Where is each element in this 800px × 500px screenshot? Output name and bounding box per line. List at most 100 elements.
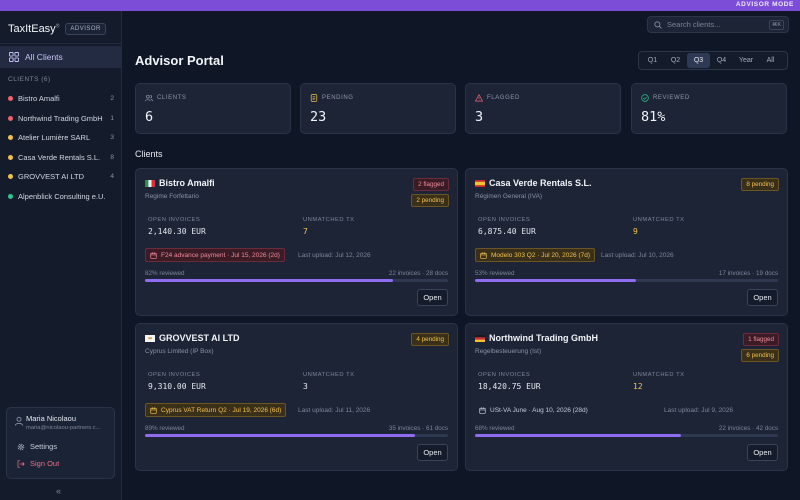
open-invoices-label: OPEN INVOICES bbox=[478, 372, 531, 378]
sign-out-button[interactable]: Sign Out bbox=[17, 459, 59, 468]
open-invoices-label: OPEN INVOICES bbox=[148, 217, 201, 223]
sidebar-client-item[interactable]: GROVVEST AI LTD 4 bbox=[0, 167, 122, 187]
status-badges: 8 pending bbox=[741, 178, 779, 194]
status-dot bbox=[8, 135, 13, 141]
all-clients-label: All Clients bbox=[25, 52, 63, 62]
unmatched-tx-value: 7 bbox=[303, 227, 308, 236]
period-tab-q3[interactable]: Q3 bbox=[687, 53, 710, 68]
page-title: Advisor Portal bbox=[135, 53, 224, 68]
stat-label: PENDING bbox=[310, 94, 354, 102]
sign-out-icon bbox=[17, 459, 25, 468]
client-name: Alpenblick Consulting e.U. bbox=[18, 191, 106, 201]
stat-card-flagged: FLAGGED 3 bbox=[465, 83, 621, 134]
advisor-badge: ADVISOR bbox=[65, 23, 106, 35]
sidebar: TaxItEasy® ADVISOR All Clients CLIENTS (… bbox=[0, 11, 122, 500]
invoice-doc-count: 35 invoices · 61 docs bbox=[388, 425, 448, 432]
settings-label: Settings bbox=[30, 442, 58, 451]
unmatched-tx-value: 9 bbox=[633, 227, 638, 236]
client-card: Casa Verde Rentals S.L. Régimen General (… bbox=[465, 168, 788, 316]
status-badge: 1 flagged bbox=[743, 333, 779, 346]
stat-label-text: PENDING bbox=[322, 95, 354, 101]
warning-icon bbox=[475, 94, 483, 102]
reviewed-percent-label: 68% reviewed bbox=[475, 425, 515, 432]
open-client-button[interactable]: Open bbox=[417, 289, 448, 306]
last-upload: Last upload: Jul 11, 2026 bbox=[298, 407, 371, 414]
open-client-button[interactable]: Open bbox=[747, 289, 778, 306]
gear-icon bbox=[17, 443, 25, 450]
sign-out-label: Sign Out bbox=[30, 459, 60, 468]
calendar-icon bbox=[150, 406, 157, 414]
reviewed-percent-label: 89% reviewed bbox=[145, 425, 185, 432]
client-card-name[interactable]: Northwind Trading GmbH bbox=[489, 333, 598, 343]
sidebar-client-item[interactable]: Bistro Amalfi 2 bbox=[0, 89, 122, 109]
client-card-name[interactable]: Bistro Amalfi bbox=[159, 178, 215, 188]
status-dot bbox=[8, 174, 13, 180]
client-pending-count: 1 bbox=[110, 114, 114, 122]
status-badges: 4 pending bbox=[411, 333, 449, 349]
search-shortcut: ⌘K bbox=[768, 19, 784, 30]
reviewed-percent-label: 82% reviewed bbox=[145, 270, 185, 277]
client-card-name[interactable]: Casa Verde Rentals S.L. bbox=[489, 178, 592, 188]
open-client-button[interactable]: Open bbox=[747, 444, 778, 461]
stat-value: 23 bbox=[310, 109, 327, 125]
reviewed-percent-label: 53% reviewed bbox=[475, 270, 515, 277]
deadline-text: Cyprus VAT Return Q2 · Jul 19, 2026 (6d) bbox=[161, 406, 282, 414]
users-icon bbox=[145, 94, 153, 102]
client-card: Northwind Trading GmbH Regelbesteuerung (… bbox=[465, 323, 788, 471]
search-icon bbox=[654, 20, 662, 29]
sidebar-client-item[interactable]: Northwind Trading GmbH 1 bbox=[0, 109, 122, 129]
sidebar-item-all-clients[interactable]: All Clients bbox=[0, 46, 122, 68]
review-progress-fill bbox=[475, 434, 682, 437]
sidebar-divider bbox=[0, 43, 122, 44]
open-client-button[interactable]: Open bbox=[417, 444, 448, 461]
status-badge: 2 pending bbox=[411, 194, 449, 207]
unmatched-tx-value: 12 bbox=[633, 382, 643, 391]
open-invoices-value: 6,875.40 EUR bbox=[478, 227, 536, 236]
collapse-sidebar-icon[interactable]: « bbox=[56, 486, 62, 496]
deadline-text: Modelo 303 Q2 · Jul 20, 2026 (7d) bbox=[491, 251, 591, 259]
status-badge: 6 pending bbox=[741, 349, 779, 362]
brand-logo: TaxItEasy® bbox=[8, 23, 60, 35]
period-tab-year[interactable]: Year bbox=[738, 57, 754, 64]
client-name: Northwind Trading GmbH bbox=[18, 113, 103, 123]
sidebar-client-item[interactable]: Atelier Lumière SARL 3 bbox=[0, 128, 122, 148]
open-invoices-label: OPEN INVOICES bbox=[148, 372, 201, 378]
last-upload: Last upload: Jul 12, 2026 bbox=[298, 252, 371, 259]
period-tab-q4[interactable]: Q4 bbox=[716, 57, 727, 64]
period-selector: Q1 Q2 Q3 Q4 Year All bbox=[638, 51, 788, 70]
review-progress-fill bbox=[145, 434, 415, 437]
stat-label: REVIEWED bbox=[641, 94, 690, 102]
check-circle-icon bbox=[641, 94, 649, 102]
search-input[interactable]: Search clients... bbox=[667, 20, 721, 29]
sidebar-client-item[interactable]: Casa Verde Rentals S.L. 8 bbox=[0, 148, 122, 168]
client-name: Atelier Lumière SARL bbox=[18, 133, 91, 143]
review-progress-bar bbox=[475, 434, 778, 437]
last-upload: Last upload: Jul 10, 2026 bbox=[601, 252, 674, 259]
settings-button[interactable]: Settings bbox=[17, 442, 57, 451]
invoice-doc-count: 17 invoices · 19 docs bbox=[718, 270, 778, 277]
period-tab-q2[interactable]: Q2 bbox=[670, 57, 681, 64]
period-tab-all[interactable]: All bbox=[766, 57, 775, 64]
client-card-name[interactable]: GROVVEST AI LTD bbox=[159, 333, 240, 343]
stat-card-reviewed: REVIEWED 81% bbox=[631, 83, 787, 134]
review-progress-bar bbox=[475, 279, 778, 282]
review-progress-fill bbox=[145, 279, 394, 282]
status-dot bbox=[8, 154, 13, 160]
stat-value: 6 bbox=[145, 109, 154, 125]
client-pending-count: 2 bbox=[110, 95, 114, 103]
sidebar-client-item[interactable]: Alpenblick Consulting e.U. bbox=[0, 187, 122, 207]
search-clients[interactable]: Search clients... ⌘K bbox=[647, 16, 789, 33]
deadline-badge: Cyprus VAT Return Q2 · Jul 19, 2026 (6d) bbox=[145, 403, 287, 417]
italy-flag-icon bbox=[145, 180, 155, 187]
status-dot bbox=[8, 115, 13, 121]
clients-section-title: Clients bbox=[135, 149, 163, 159]
brand[interactable]: TaxItEasy® ADVISOR bbox=[8, 21, 106, 37]
user-icon bbox=[14, 416, 24, 426]
period-tab-q1[interactable]: Q1 bbox=[647, 57, 658, 64]
status-dot bbox=[8, 96, 13, 102]
tax-regime: Regime Forfettario bbox=[145, 193, 199, 200]
germany-flag-icon bbox=[475, 335, 485, 342]
review-progress-bar bbox=[145, 279, 448, 282]
stat-label-text: FLAGGED bbox=[487, 95, 520, 101]
user-card: Maria Nicolaou maria@nicolaou-partners.c… bbox=[6, 407, 115, 479]
